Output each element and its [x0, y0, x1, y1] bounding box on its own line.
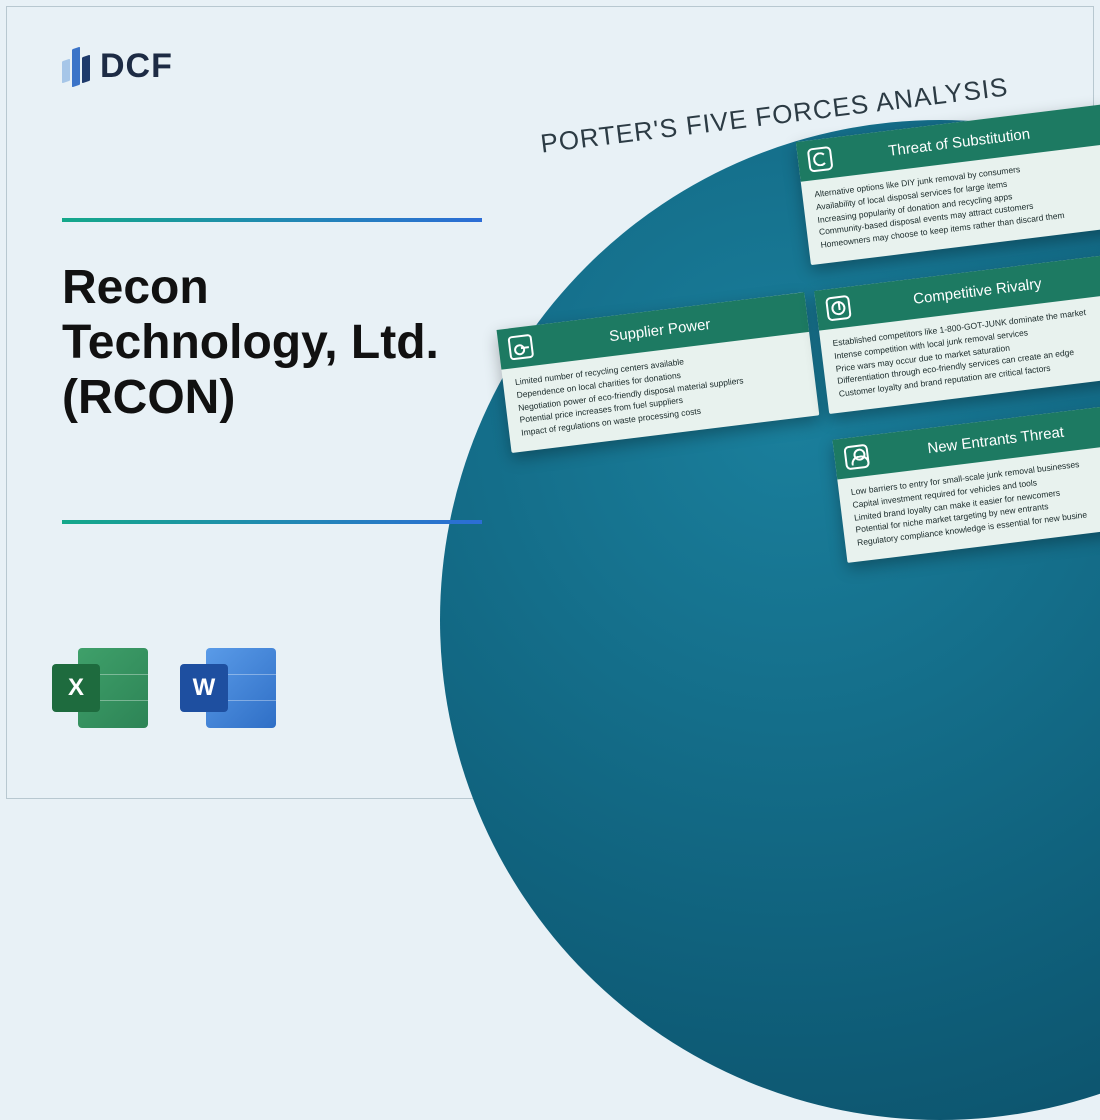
cards-container: Threat of Substitution Alternative optio…: [478, 103, 1100, 737]
card-new-entrants: New Entrants Threat Low barriers to entr…: [832, 402, 1100, 563]
word-letter: W: [180, 664, 228, 712]
file-icons: X W: [52, 640, 276, 736]
card-competitive-rivalry: Competitive Rivalry Established competit…: [814, 253, 1100, 414]
refresh-icon: [807, 146, 834, 173]
divider-top: [62, 218, 482, 222]
logo-bars-icon: [62, 42, 92, 90]
logo-text: DCF: [100, 47, 173, 86]
card-supplier-power: Supplier Power Limited number of recycli…: [497, 292, 820, 453]
divider-bottom: [62, 520, 482, 524]
logo: DCF: [62, 42, 173, 90]
pie-icon: [825, 295, 852, 322]
user-icon: [843, 444, 870, 471]
key-icon: [507, 334, 534, 361]
excel-letter: X: [52, 664, 100, 712]
word-file-icon[interactable]: W: [180, 640, 276, 736]
page-title: Recon Technology, Ltd. (RCON): [62, 260, 492, 426]
excel-file-icon[interactable]: X: [52, 640, 148, 736]
